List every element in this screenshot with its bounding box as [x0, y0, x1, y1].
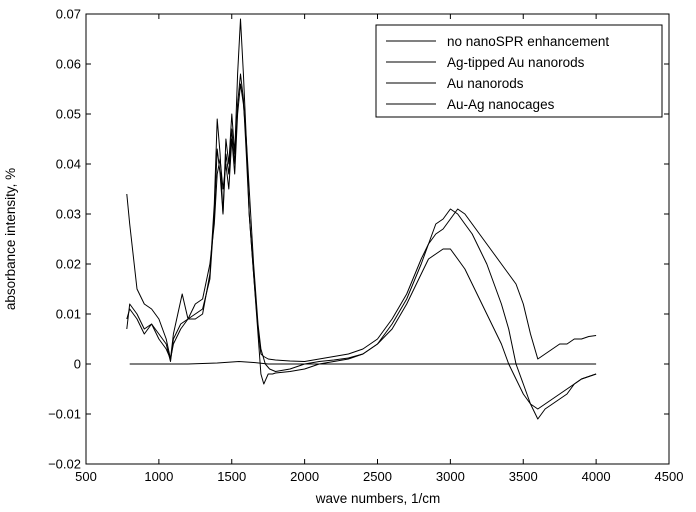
plot-lines [126, 18, 597, 420]
series-line-3 [126, 18, 597, 420]
y-tick-label: −0.02 [48, 457, 81, 472]
legend-label: Au-Ag nanocages [447, 97, 555, 112]
series-line-2 [126, 83, 597, 410]
x-tick-label: 3000 [436, 469, 465, 484]
legend-label: Ag-tipped Au nanorods [447, 55, 585, 70]
x-tick-label: 2000 [290, 469, 319, 484]
legend-label: Au nanorods [447, 76, 524, 91]
legend-label: no nanoSPR enhancement [447, 34, 609, 49]
legend: no nanoSPR enhancement Ag-tipped Au nanor… [375, 24, 663, 118]
x-tick-label: 500 [75, 469, 97, 484]
axis-ticks: 500 1000 1500 2000 2500 3000 3500 4000 4500 −0.02… [48, 7, 683, 485]
series-line-4 [126, 73, 597, 362]
y-tick-label: 0.05 [56, 107, 81, 122]
x-tick-label: 4000 [582, 469, 611, 484]
y-tick-label: 0.03 [56, 207, 81, 222]
x-tick-label: 2500 [363, 469, 392, 484]
y-tick-label: 0.02 [56, 257, 81, 272]
y-tick-label: 0.06 [56, 57, 81, 72]
x-axis-label: wave numbers, 1/cm [315, 491, 441, 506]
x-tick-label: 4500 [655, 469, 684, 484]
y-tick-label: 0.07 [56, 7, 81, 22]
x-tick-label: 1500 [217, 469, 246, 484]
y-tick-label: −0.01 [48, 407, 81, 422]
x-tick-label: 3500 [509, 469, 538, 484]
y-tick-label: 0.01 [56, 307, 81, 322]
x-tick-label: 1000 [144, 469, 173, 484]
y-axis-label: absorbance intensity, % [3, 168, 18, 310]
y-tick-label: 0.04 [56, 157, 81, 172]
legend-box [375, 24, 663, 118]
y-tick-label: 0 [74, 357, 81, 372]
series-line-1 [129, 361, 597, 365]
